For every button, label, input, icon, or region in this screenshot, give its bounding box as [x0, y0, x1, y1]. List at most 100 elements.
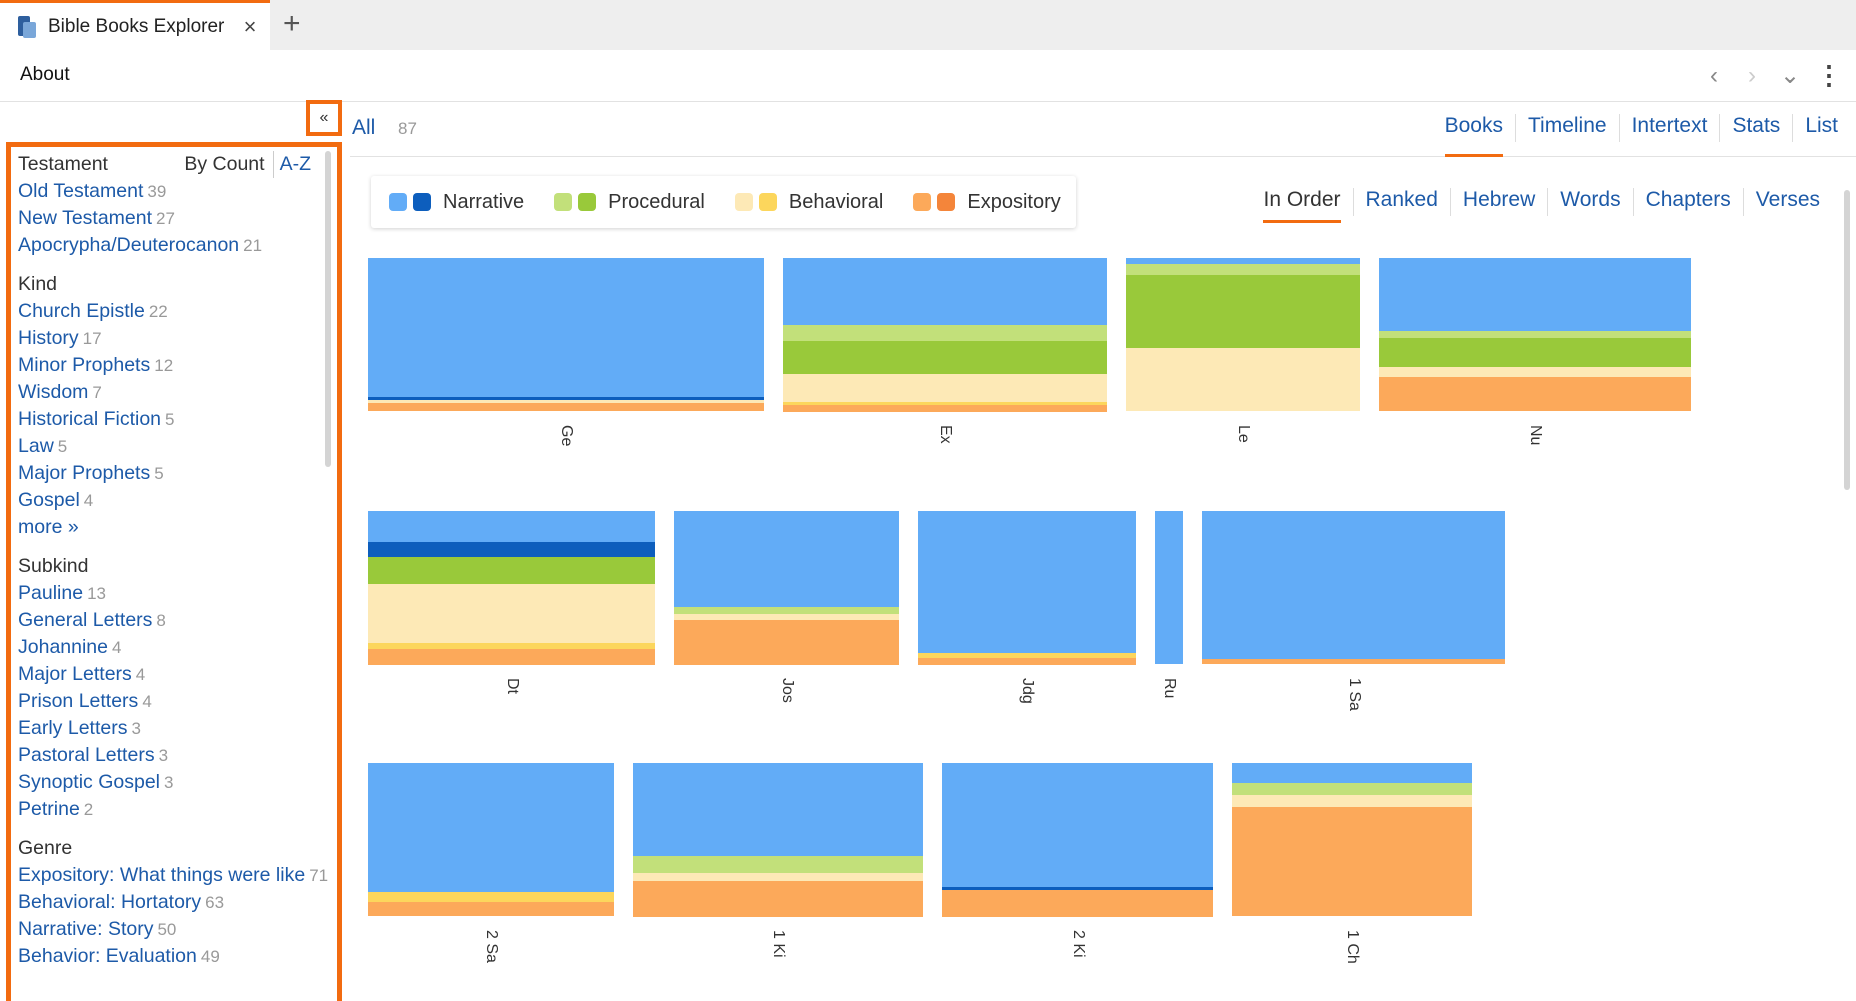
book-block[interactable]: [633, 763, 923, 917]
book-block[interactable]: [918, 511, 1136, 665]
sort-tab-in-order[interactable]: In Order: [1251, 188, 1354, 223]
facet-item[interactable]: Minor Prophets 12: [18, 352, 333, 379]
facet-item[interactable]: Early Letters 3: [18, 715, 333, 742]
book-segment: [1202, 659, 1505, 665]
sort-tab-words[interactable]: Words: [1548, 188, 1634, 216]
facet-label: Prison Letters: [18, 690, 139, 712]
sort-tab-hebrew[interactable]: Hebrew: [1451, 188, 1549, 216]
facet-count: 3: [164, 773, 174, 792]
facet-item[interactable]: New Testament 27: [18, 205, 333, 232]
back-icon[interactable]: ‹: [1710, 61, 1718, 89]
facet-item[interactable]: Narrative: Story 50: [18, 916, 333, 943]
book-block[interactable]: [368, 511, 655, 665]
more-link[interactable]: more »: [18, 516, 79, 538]
facet-count: 12: [154, 356, 174, 375]
close-tab-icon[interactable]: ×: [243, 13, 257, 39]
facet-item[interactable]: Major Prophets 5: [18, 460, 333, 487]
sort-tab-verses[interactable]: Verses: [1755, 188, 1820, 211]
book-block[interactable]: [368, 258, 764, 412]
book-segment: [1202, 511, 1505, 660]
book-block[interactable]: [783, 258, 1107, 412]
facet-item[interactable]: Prison Letters 4: [18, 688, 333, 715]
view-tabs: Books Timeline Intertext Stats List: [1433, 114, 1838, 157]
book-segment: [368, 584, 655, 644]
book-segment: [1126, 264, 1360, 276]
book-segment: [633, 880, 923, 917]
facet-sidebar: Testament By Count A-Z Old Testament 39 New T…: [6, 142, 342, 1001]
new-tab-icon[interactable]: +: [283, 7, 301, 40]
sidebar-scrollbar[interactable]: [325, 151, 331, 467]
facet-item[interactable]: Synoptic Gospel 3: [18, 769, 333, 796]
facet-label: Pauline: [18, 582, 84, 604]
facet-label: Pastoral Letters: [18, 744, 155, 766]
book-label: 1 Ki: [770, 930, 787, 958]
all-filter-link[interactable]: All: [352, 116, 376, 139]
book-block[interactable]: [942, 763, 1213, 917]
facet-item[interactable]: Behavioral: Hortatory 63: [18, 889, 333, 916]
book-label: Ru: [1161, 678, 1178, 699]
book-block[interactable]: [1202, 511, 1505, 665]
browser-tab[interactable]: Bible Books Explorer ×: [0, 0, 270, 50]
book-block[interactable]: [1232, 763, 1472, 917]
book-segment: [368, 400, 764, 405]
facet-item[interactable]: General Letters 8: [18, 607, 333, 634]
book-segment: [1379, 331, 1691, 339]
facet-group-title: Kind: [18, 273, 58, 295]
main-toolbar: All 87 Books Timeline Intertext Stats List: [350, 102, 1856, 157]
facet-item[interactable]: Behavior: Evaluation 49: [18, 943, 333, 970]
facet-item[interactable]: Major Letters 4: [18, 661, 333, 688]
facet-item[interactable]: Old Testament 39: [18, 178, 333, 205]
tab-books[interactable]: Books: [1433, 114, 1516, 157]
legend-swatch: [578, 193, 597, 211]
book-segment: [918, 653, 1136, 659]
book-segment: [783, 401, 1107, 406]
book-segment: [368, 511, 655, 542]
about-link[interactable]: About: [20, 64, 70, 85]
sort-by-count-option[interactable]: By Count: [184, 151, 274, 178]
book-label: 1 Ch: [1344, 930, 1361, 964]
book-label: 2 Sa: [483, 930, 500, 963]
tab-list[interactable]: List: [1805, 114, 1838, 137]
facet-count: 5: [165, 410, 175, 429]
facet-item[interactable]: History 17: [18, 325, 333, 352]
facet-label: Historical Fiction: [18, 408, 162, 430]
facet-item[interactable]: Pauline 13: [18, 580, 333, 607]
book-segment: [368, 642, 655, 650]
facet-item[interactable]: Law 5: [18, 433, 333, 460]
facet-item[interactable]: Johannine 4: [18, 634, 333, 661]
forward-icon[interactable]: ›: [1748, 61, 1756, 89]
book-segment: [633, 856, 923, 874]
facet-group-genre: Genre Expository: What things were like 71…: [18, 835, 333, 970]
facet-item[interactable]: Gospel 4: [18, 487, 333, 514]
facet-item[interactable]: Wisdom 7: [18, 379, 333, 406]
tab-stats[interactable]: Stats: [1720, 114, 1794, 142]
sort-tab-chapters[interactable]: Chapters: [1634, 188, 1744, 216]
book-block[interactable]: [1155, 511, 1183, 664]
book-segment: [918, 657, 1136, 665]
more-menu-icon[interactable]: ⋮: [1816, 60, 1842, 90]
sort-tab-ranked[interactable]: Ranked: [1354, 188, 1451, 216]
tab-intertext[interactable]: Intertext: [1620, 114, 1721, 142]
legend-swatch: [413, 193, 431, 211]
facet-item[interactable]: Church Epistle 22: [18, 298, 333, 325]
facet-count: 4: [83, 491, 94, 510]
sort-a-z-option[interactable]: A-Z: [279, 153, 311, 175]
book-block[interactable]: [674, 511, 899, 665]
facet-item[interactable]: Pastoral Letters 3: [18, 742, 333, 769]
collapse-sidebar-button[interactable]: «: [306, 100, 342, 136]
facet-item[interactable]: Apocrypha/Deuterocanon 21: [18, 232, 333, 259]
facet-group-subkind: Subkind Pauline 13 General Letters 8 Johannin…: [18, 553, 333, 823]
facet-label: Law: [18, 435, 54, 457]
book-block[interactable]: [1379, 258, 1691, 412]
facet-item[interactable]: Historical Fiction 5: [18, 406, 333, 433]
chevron-down-icon[interactable]: ⌄: [1779, 62, 1801, 89]
tab-timeline[interactable]: Timeline: [1516, 114, 1620, 142]
facet-label: Petrine: [18, 798, 80, 820]
facet-item[interactable]: Expository: What things were like 71: [18, 862, 333, 889]
book-segment: [783, 325, 1107, 342]
main-scrollbar[interactable]: [1844, 190, 1850, 490]
book-block[interactable]: [368, 763, 614, 917]
facet-item[interactable]: Petrine 2: [18, 796, 333, 823]
book-block[interactable]: [1126, 258, 1360, 412]
